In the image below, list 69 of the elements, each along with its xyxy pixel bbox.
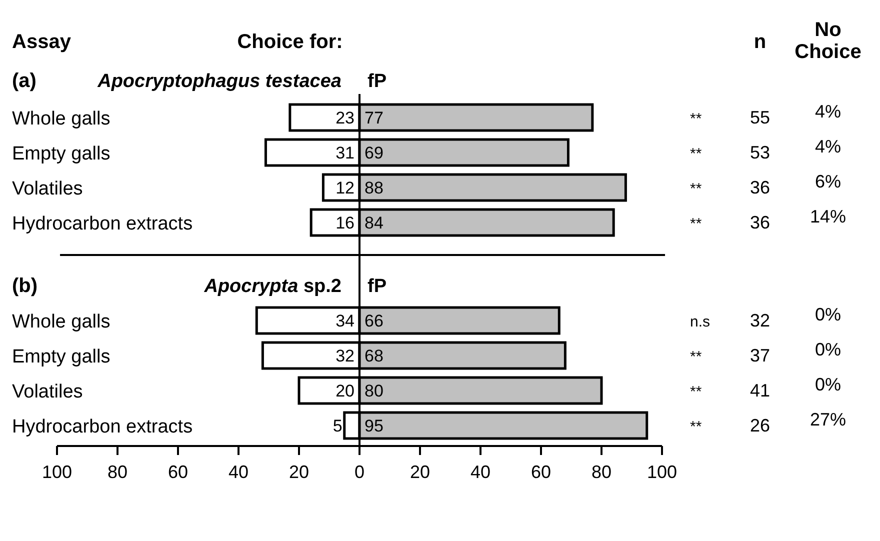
data-label: 32 (336, 346, 354, 366)
text: 26 (750, 416, 770, 436)
data-label: 5 (332, 416, 342, 436)
text: ** (690, 384, 702, 400)
text: ** (690, 418, 702, 436)
x-tick-label: 80 (591, 462, 612, 482)
data-label: 34 (336, 312, 354, 330)
text: ** (690, 180, 702, 198)
text: ** (690, 110, 702, 128)
data-label: 69 (364, 144, 384, 162)
chart-title: Choice for: (237, 31, 343, 53)
x-tick-label: 20 (288, 462, 310, 482)
x-tick-label: 100 (42, 462, 72, 482)
y-tick-label: Empty galls (12, 144, 110, 164)
text: 32 (750, 310, 770, 330)
text: 4% (814, 102, 842, 122)
text: 36 (750, 212, 770, 232)
y-axis-title: Assay (12, 31, 72, 53)
series-label: fP (368, 71, 387, 92)
text: n (754, 31, 766, 53)
x-tick-label: 40 (470, 462, 491, 482)
text: 6% (814, 172, 842, 192)
y-tick-label: Hydrocarbon extracts (12, 416, 193, 438)
data-label: 23 (336, 108, 354, 128)
y-tick-label: Hydrocarbon extracts (12, 214, 193, 234)
text: 27% (810, 410, 846, 430)
text: 36 (750, 178, 770, 198)
chart-subtitle: (a) (12, 70, 36, 92)
x-tick-label: 0 (354, 462, 365, 482)
text: 41 (750, 380, 770, 400)
data-label: 20 (336, 382, 354, 400)
data-label: 66 (364, 312, 384, 330)
series-label: fP (368, 276, 387, 297)
text: ** (690, 146, 702, 162)
text: No Choice (794, 19, 862, 63)
data-label: 80 (364, 382, 384, 400)
text: 4% (814, 136, 842, 156)
chart-subtitle: (b) (12, 275, 38, 297)
x-tick-label: 20 (410, 462, 430, 482)
y-tick-label: Volatiles (12, 382, 83, 402)
text: ** (690, 216, 702, 232)
data-label: 16 (336, 214, 354, 232)
data-label: 77 (364, 108, 384, 128)
x-tick-label: 60 (530, 462, 552, 482)
data-label: 12 (336, 178, 354, 198)
text: ** (690, 348, 702, 366)
text: 0% (814, 374, 842, 394)
data-label: 84 (364, 214, 384, 232)
x-tick-label: 40 (228, 462, 249, 482)
y-tick-label: Volatiles (12, 178, 83, 200)
series-label: Apocryptophagus testacea (96, 71, 342, 92)
text: 55 (750, 108, 770, 128)
text: 0% (814, 340, 842, 360)
series-label: Apocrypta sp.2 (203, 276, 342, 297)
y-tick-label: Empty galls (12, 346, 110, 368)
x-tick-label: 100 (646, 462, 678, 482)
y-tick-label: Whole galls (12, 108, 110, 130)
x-tick-label: 80 (107, 462, 128, 482)
data-label: 88 (364, 178, 384, 198)
text: 37 (750, 346, 770, 366)
text: n.s (690, 314, 710, 330)
data-label: 31 (336, 144, 354, 162)
y-tick-label: Whole galls (12, 312, 110, 332)
text: 0% (814, 304, 842, 324)
x-tick-label: 60 (168, 462, 188, 482)
data-label: 68 (364, 346, 384, 366)
data-label: 95 (364, 416, 384, 436)
text: 53 (750, 142, 770, 162)
text: 14% (810, 206, 846, 226)
